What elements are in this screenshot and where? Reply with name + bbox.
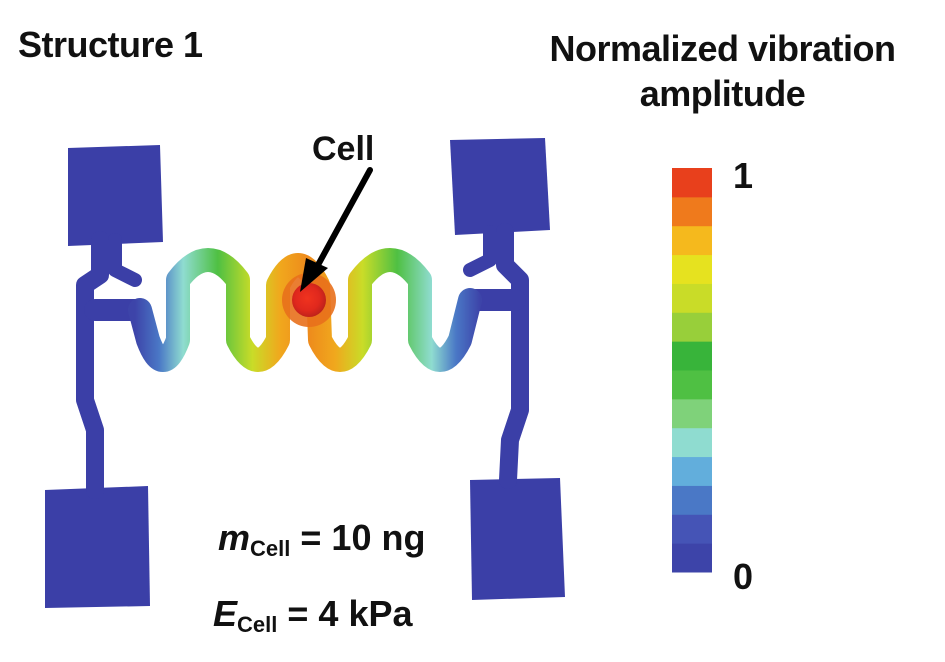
scale-swatch (672, 225, 712, 256)
serpentine-beam (128, 248, 482, 372)
right-leg-stub (463, 225, 497, 277)
param-mass: mCell = 10 ng (218, 517, 425, 562)
cell-label: Cell (312, 130, 375, 168)
scale-swatch (672, 485, 712, 515)
param-modulus: ECell = 4 kPa (213, 593, 413, 638)
scale-swatch (672, 312, 712, 342)
pad-top-right (450, 138, 550, 235)
scale-swatch (672, 514, 712, 544)
scale-min-label: 0 (733, 556, 754, 597)
scale-max-label: 1 (733, 155, 754, 196)
structure-pads (45, 138, 565, 608)
param-mass-subscript: Cell (250, 536, 291, 561)
scale-swatch (672, 456, 712, 486)
scale-swatch (672, 168, 712, 198)
param-mass-value: = 10 ng (300, 517, 426, 558)
param-modulus-symbol: E (213, 593, 238, 634)
scale-swatch (672, 254, 712, 284)
scale-swatch (672, 341, 712, 371)
scale-swatch (672, 370, 712, 400)
scale-swatch (672, 427, 712, 458)
left-leg-stub (108, 233, 142, 287)
scale-swatch (672, 196, 712, 227)
param-mass-symbol: m (218, 517, 251, 558)
pad-top-left (68, 145, 163, 246)
param-modulus-subscript: Cell (237, 612, 278, 637)
left-leg (76, 231, 109, 499)
cell-arrow (300, 167, 373, 292)
structure-title: Structure 1 (18, 24, 203, 65)
legend-title-line1: Normalized vibration (549, 28, 896, 69)
right-leg (496, 223, 529, 489)
cell-body (292, 283, 326, 317)
legend-title-line2: amplitude (639, 73, 806, 114)
pad-bottom-right (470, 478, 565, 600)
legend-title: Normalized vibration amplitude (525, 26, 920, 116)
scale-swatch (672, 283, 712, 313)
param-modulus-value: = 4 kPa (287, 593, 413, 634)
scale-swatch (672, 543, 712, 573)
scale-swatch (672, 398, 712, 429)
color-scale-bar (672, 168, 712, 573)
pad-bottom-left (45, 486, 150, 608)
